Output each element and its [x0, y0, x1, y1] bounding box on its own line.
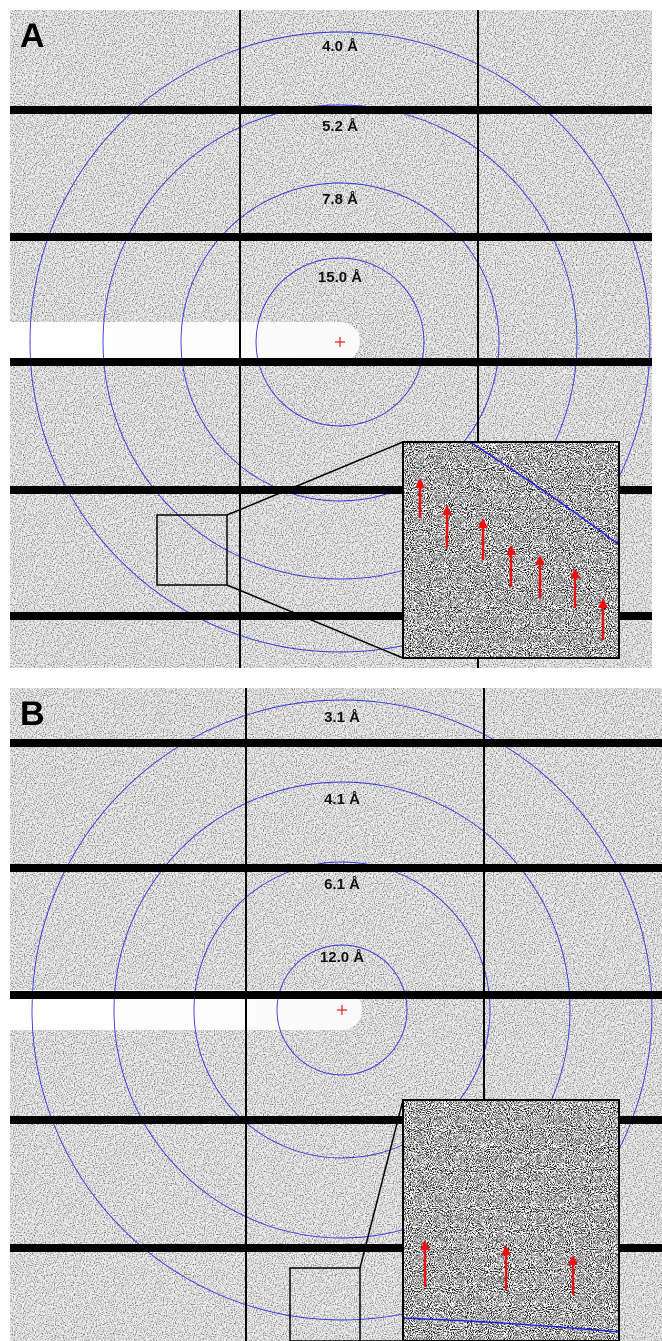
zoom-line [359, 1099, 404, 1269]
module-gap [10, 233, 652, 241]
inset-frame [402, 1099, 620, 1341]
module-gap [10, 612, 652, 620]
arrow-head [420, 1240, 430, 1250]
resolution-ring [255, 257, 425, 427]
module-gap [10, 864, 662, 872]
arrow-head [478, 518, 488, 528]
module-gap [10, 1116, 662, 1124]
arrow-head [506, 545, 516, 555]
arrow-head [570, 568, 580, 578]
resolution-ring [102, 104, 578, 580]
resolution-ring [180, 182, 500, 502]
resolution-ring [113, 781, 571, 1239]
module-gap [477, 10, 479, 668]
beam-stop [10, 322, 340, 362]
inset-ring [469, 441, 620, 546]
arrow-head [598, 598, 608, 608]
ring-label: 4.1 Å [324, 791, 360, 808]
arrow-head [442, 505, 452, 515]
module-gap [10, 106, 652, 114]
module-gap [10, 739, 662, 747]
resolution-ring [276, 944, 408, 1076]
beam-center [337, 1005, 347, 1015]
arrow-head [415, 478, 425, 488]
arrow-head [501, 1245, 511, 1255]
zoom-box [289, 1267, 361, 1341]
resolution-ring [31, 699, 653, 1321]
zoom-box [156, 514, 228, 586]
panel-label: B [20, 695, 45, 733]
inset-frame [402, 441, 620, 659]
resolution-ring [29, 31, 651, 653]
arrow-head [535, 555, 545, 565]
module-gap [10, 991, 662, 999]
ring-label: 4.0 Å [322, 38, 358, 55]
diffraction-panel: 3.1 Å 4.1 Å 6.1 Å 12.0 Å [10, 688, 662, 1341]
module-gap [239, 10, 241, 668]
arrow-head [568, 1255, 578, 1265]
ring-label: 3.1 Å [324, 709, 360, 726]
module-gap [245, 688, 247, 1341]
inset-ring [402, 1317, 620, 1333]
resolution-ring [193, 861, 491, 1159]
ring-label: 12.0 Å [320, 949, 364, 966]
ring-label: 7.8 Å [322, 191, 358, 208]
ring-label: 5.2 Å [322, 118, 358, 135]
ring-label: 15.0 Å [318, 269, 362, 286]
ring-label: 6.1 Å [324, 876, 360, 893]
diffraction-panel: 4.0 Å 5.2 Å 7.8 Å 15.0 Å [10, 10, 652, 668]
module-gap [10, 1244, 662, 1252]
panel-label: A [20, 17, 45, 55]
module-gap [10, 358, 652, 366]
module-gap [10, 486, 652, 494]
zoom-line [226, 584, 404, 659]
beam-center [335, 337, 345, 347]
zoom-line [226, 441, 404, 516]
inset-noise [403, 1100, 619, 1341]
module-gap [483, 688, 485, 1341]
